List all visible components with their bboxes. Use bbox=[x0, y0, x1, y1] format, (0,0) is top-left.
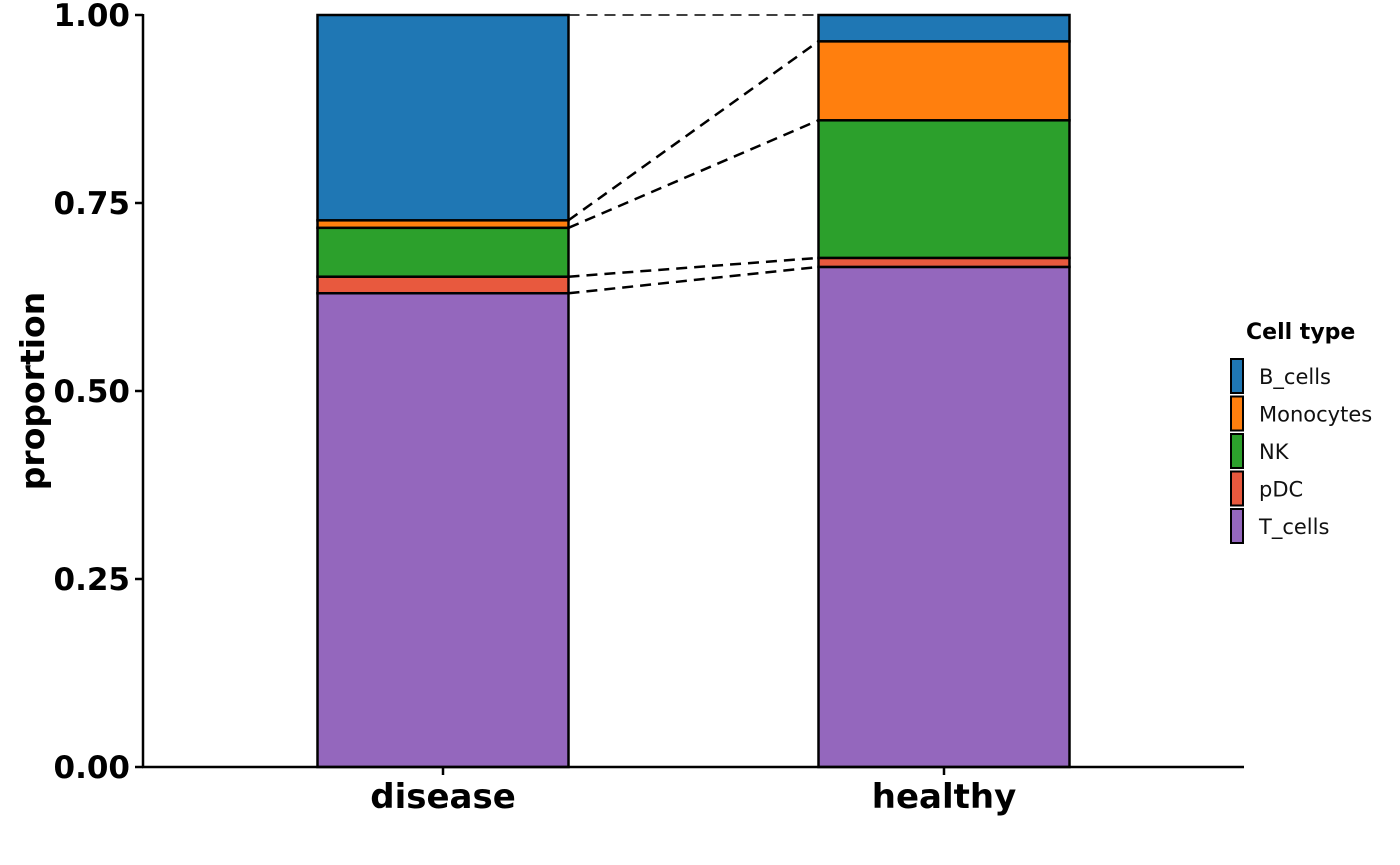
y-tick-label: 0.50 bbox=[54, 374, 131, 410]
y-tick-label: 0.75 bbox=[54, 186, 131, 222]
legend-label-pDC: pDC bbox=[1259, 478, 1303, 502]
bar-segment-healthy-pDC bbox=[817, 256, 1071, 269]
legend: B_cells Monocytes NK pDC T_cells bbox=[1230, 358, 1372, 544]
legend-swatch-NK bbox=[1230, 433, 1244, 469]
y-axis-title: proportion bbox=[13, 292, 52, 490]
axes-layer: 0.00 0.25 0.50 0.75 1.00 disease healthy bbox=[54, 0, 1244, 817]
labels-layer: proportion Cell type bbox=[13, 292, 1355, 490]
legend-title: Cell type bbox=[1246, 320, 1355, 345]
connector-line bbox=[568, 119, 819, 229]
y-tick-label: 0.25 bbox=[54, 562, 131, 598]
legend-swatch-B_cells bbox=[1230, 358, 1244, 394]
y-tick-label: 0.00 bbox=[54, 750, 131, 786]
bar-segment-disease-B_cells bbox=[316, 13, 570, 222]
x-tick-label: disease bbox=[370, 777, 516, 817]
connectors-layer bbox=[567, 14, 820, 768]
legend-label-B_cells: B_cells bbox=[1259, 365, 1331, 390]
bar-segment-healthy-B_cells bbox=[817, 13, 1071, 43]
bar-segment-healthy-Monocytes bbox=[817, 40, 1071, 122]
x-tick-label: healthy bbox=[872, 777, 1016, 817]
bar-segment-healthy-NK bbox=[817, 119, 1071, 260]
legend-label-NK: NK bbox=[1259, 440, 1290, 464]
bar-segment-disease-pDC bbox=[316, 275, 570, 295]
legend-label-T_cells: T_cells bbox=[1258, 515, 1329, 540]
legend-swatch-Monocytes bbox=[1230, 395, 1244, 432]
bar-segment-disease-T_cells bbox=[316, 291, 570, 769]
connector-line bbox=[568, 265, 819, 295]
bars-layer bbox=[316, 13, 1071, 769]
y-tick-label: 1.00 bbox=[54, 0, 131, 34]
connector-line bbox=[568, 256, 819, 278]
connector-line bbox=[567, 40, 820, 222]
legend-label-Monocytes: Monocytes bbox=[1259, 403, 1372, 427]
legend-swatch-T_cells bbox=[1230, 508, 1244, 544]
bar-segment-healthy-T_cells bbox=[817, 265, 1071, 769]
legend-swatch-pDC bbox=[1230, 470, 1244, 507]
bar-segment-disease-NK bbox=[316, 226, 570, 278]
